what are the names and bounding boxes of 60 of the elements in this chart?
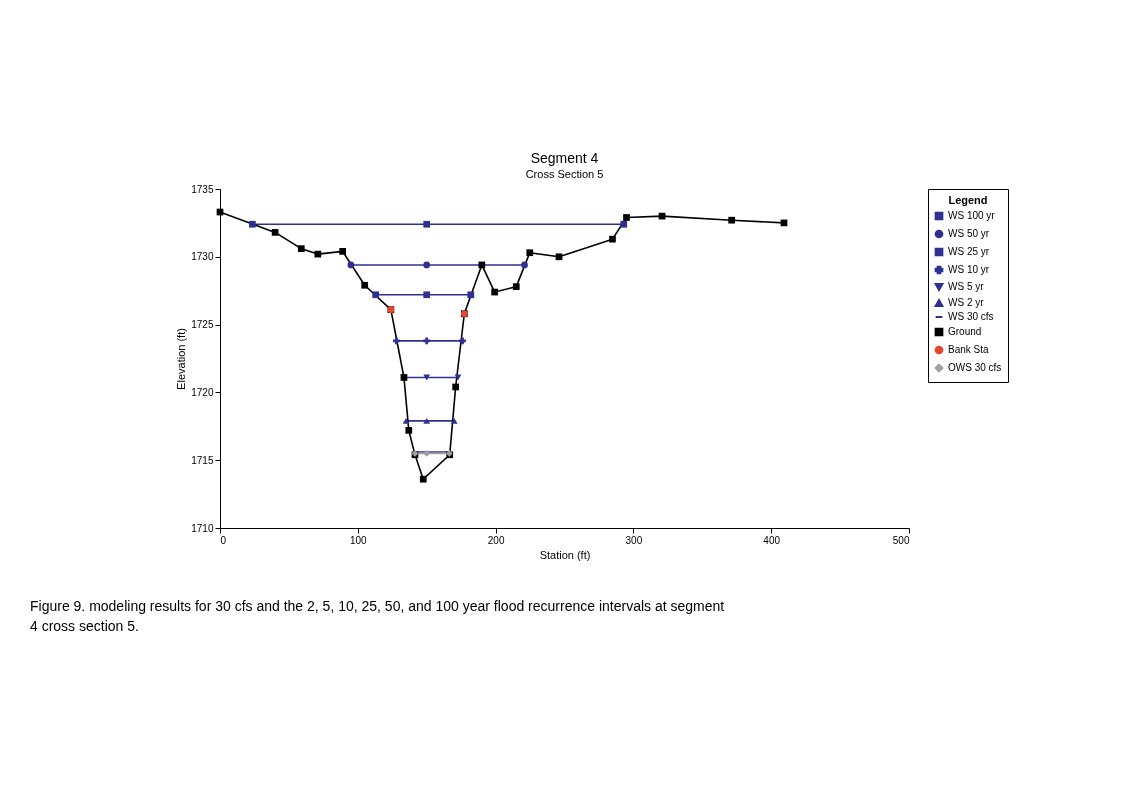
point bbox=[402, 417, 410, 424]
y-tick-label: 1720 bbox=[191, 386, 214, 398]
legend-label: WS 10 yr bbox=[948, 264, 990, 275]
x-tick-label: 100 bbox=[349, 534, 368, 546]
point bbox=[297, 245, 305, 253]
x-tick-label: 0 bbox=[220, 534, 227, 546]
point bbox=[314, 250, 322, 258]
point bbox=[423, 291, 431, 299]
point bbox=[339, 248, 346, 255]
y-tick-label: 1710 bbox=[191, 522, 214, 534]
point bbox=[478, 261, 486, 269]
point bbox=[419, 475, 427, 483]
point bbox=[452, 383, 459, 391]
point bbox=[361, 281, 369, 289]
point bbox=[459, 337, 466, 345]
point bbox=[491, 288, 498, 296]
point bbox=[728, 216, 736, 224]
point bbox=[423, 220, 431, 228]
point bbox=[555, 253, 563, 261]
point bbox=[512, 283, 520, 290]
y-tick-label: 1725 bbox=[191, 319, 214, 331]
point bbox=[609, 235, 616, 243]
point bbox=[623, 214, 630, 221]
legend-label: WS 2 yr bbox=[948, 297, 985, 308]
point bbox=[467, 291, 475, 299]
x-tick-label: 200 bbox=[487, 534, 505, 546]
point bbox=[393, 337, 400, 345]
y-axis-title: Elevation (ft) bbox=[175, 328, 188, 390]
chart-title: Segment 4 bbox=[530, 150, 599, 166]
legend-label: WS 5 yr bbox=[948, 281, 985, 292]
x-axis-title: Station (ft) bbox=[539, 548, 591, 561]
legend-label: Ground bbox=[948, 326, 982, 337]
point bbox=[521, 261, 528, 269]
point bbox=[372, 291, 380, 299]
legend-label: OWS 30 cfs bbox=[948, 362, 1002, 373]
y-tick-label: 1730 bbox=[191, 251, 214, 263]
point bbox=[450, 417, 458, 424]
point bbox=[423, 450, 431, 457]
x-tick-label: 300 bbox=[625, 534, 643, 546]
legend-label: WS 30 cfs bbox=[948, 311, 994, 322]
chart-subtitle: Cross Section 5 bbox=[525, 168, 604, 180]
legend-label: Bank Sta bbox=[948, 344, 990, 355]
x-tick-label: 400 bbox=[763, 534, 781, 546]
point bbox=[526, 249, 534, 257]
point bbox=[347, 261, 355, 269]
caption: Figure 9. modeling results for 30 cfs and the 2, 5, 10, 25, 50, and 100 year flood recurrence intervals at segment 4 cross section 5. bbox=[30, 598, 725, 634]
point bbox=[423, 261, 431, 269]
y-tick-label: 1715 bbox=[191, 454, 214, 466]
y-tick-label: 1735 bbox=[191, 183, 214, 195]
point bbox=[271, 229, 279, 236]
legend-label: WS 100 yr bbox=[948, 210, 996, 221]
point bbox=[423, 417, 431, 424]
legend-label: WS 25 yr bbox=[948, 246, 990, 257]
point bbox=[423, 337, 431, 345]
point bbox=[405, 427, 413, 434]
point bbox=[249, 220, 256, 228]
legend-label: WS 50 yr bbox=[948, 228, 990, 239]
x-tick-label: 500 bbox=[892, 534, 910, 546]
legend-title: Legend bbox=[948, 194, 988, 206]
point bbox=[620, 220, 628, 228]
